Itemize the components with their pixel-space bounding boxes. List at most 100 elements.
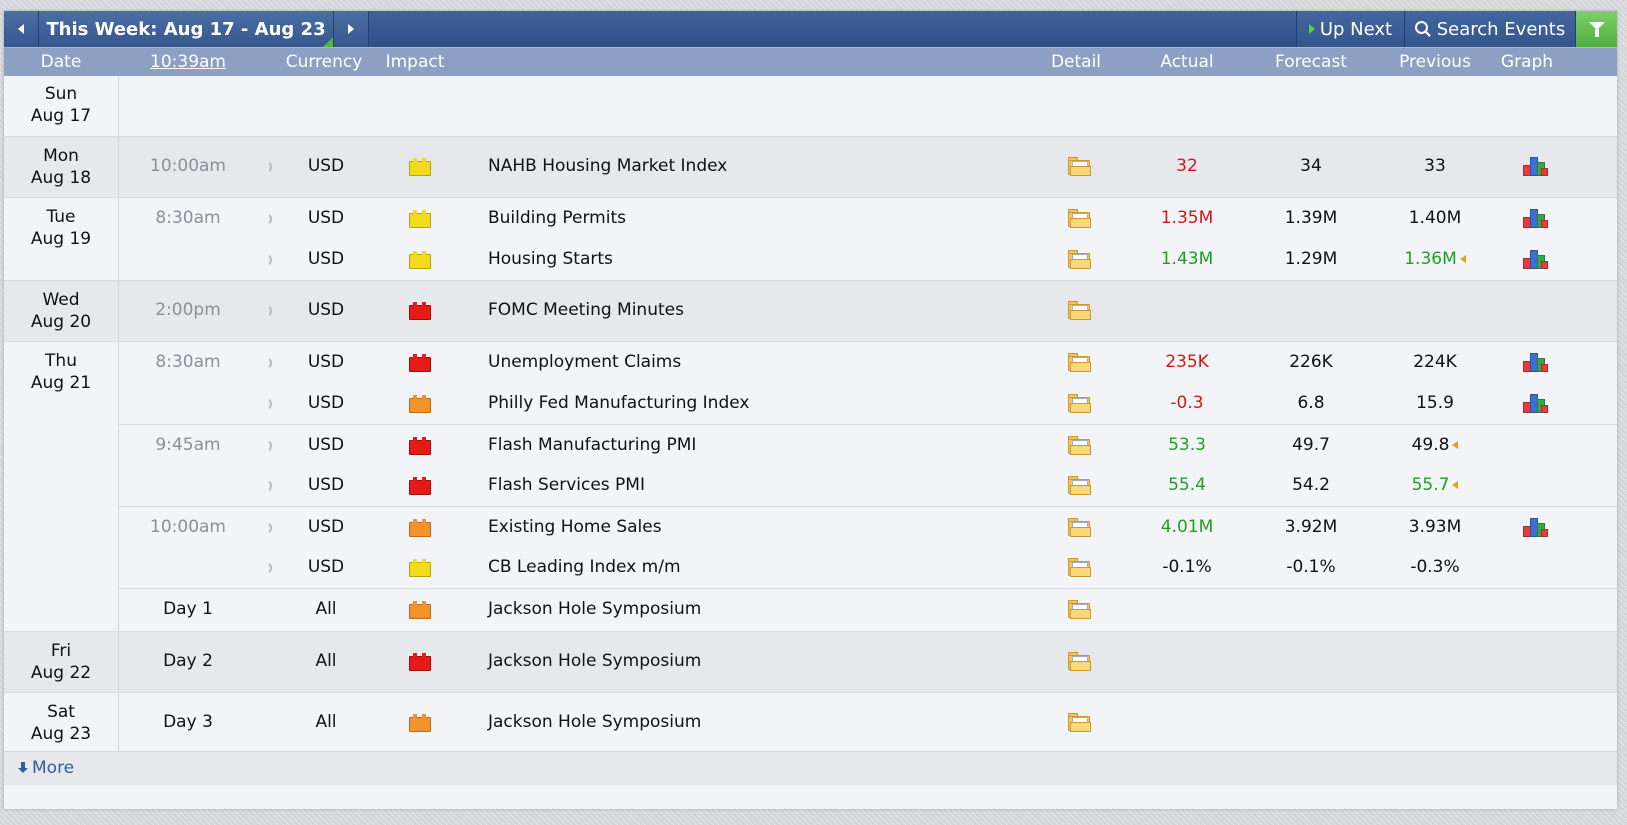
detail-cell[interactable] (1066, 146, 1094, 187)
orange-impact-icon[interactable] (409, 601, 431, 619)
graph-cell[interactable] (1515, 342, 1555, 383)
event-name[interactable]: Jackson Hole Symposium (488, 651, 702, 671)
sound-alert-cell[interactable] (258, 641, 278, 682)
bar-chart-icon[interactable] (1523, 209, 1548, 228)
folder-icon[interactable] (1068, 436, 1091, 455)
event-row[interactable]: USD Flash Services PMI 55.4 54.2 55.7 (119, 465, 1617, 506)
red-impact-icon[interactable] (409, 302, 431, 320)
red-impact-icon[interactable] (409, 354, 431, 372)
event-name[interactable]: CB Leading Index m/m (488, 557, 681, 577)
folder-icon[interactable] (1068, 558, 1091, 577)
folder-icon[interactable] (1068, 250, 1091, 269)
graph-cell[interactable] (1515, 507, 1555, 548)
detail-cell[interactable] (1066, 342, 1094, 383)
event-name[interactable]: NAHB Housing Market Index (488, 156, 728, 176)
red-impact-icon[interactable] (409, 437, 431, 455)
more-link[interactable]: More (18, 758, 74, 778)
sound-alert-cell[interactable] (258, 589, 278, 630)
event-row[interactable]: 10:00am USD Existing Home Sales 4.01M 3.92M 3… (119, 506, 1617, 548)
detail-cell[interactable] (1066, 290, 1094, 331)
bar-chart-icon[interactable] (1523, 250, 1548, 269)
filter-button[interactable] (1576, 11, 1617, 47)
folder-icon[interactable] (1068, 301, 1091, 320)
detail-cell[interactable] (1066, 383, 1094, 424)
red-impact-icon[interactable] (409, 653, 431, 671)
event-row[interactable]: Day 2 All Jackson Hole Symposium (119, 641, 1617, 682)
sound-alert-cell[interactable] (258, 465, 278, 506)
event-name[interactable]: Jackson Hole Symposium (488, 712, 702, 732)
folder-icon[interactable] (1068, 518, 1091, 537)
sound-alert-cell[interactable] (258, 290, 278, 331)
event-name[interactable]: Flash Manufacturing PMI (488, 435, 697, 455)
event-row[interactable]: USD Housing Starts 1.43M 1.29M 1.36M (119, 239, 1617, 280)
bar-chart-icon[interactable] (1523, 157, 1548, 176)
detail-cell[interactable] (1066, 702, 1094, 743)
revised-indicator-icon[interactable] (1459, 255, 1466, 263)
sound-alert-cell[interactable] (258, 342, 278, 383)
bar-chart-icon[interactable] (1523, 518, 1548, 537)
orange-impact-icon[interactable] (409, 519, 431, 537)
sound-alert-cell[interactable] (258, 239, 278, 280)
event-name[interactable]: Housing Starts (488, 249, 613, 269)
previous-week-button[interactable] (4, 11, 39, 47)
event-name[interactable]: Existing Home Sales (488, 517, 662, 537)
graph-cell[interactable] (1515, 239, 1555, 280)
event-name[interactable]: Unemployment Claims (488, 352, 682, 372)
next-week-button[interactable] (334, 11, 369, 47)
event-row[interactable]: 10:00am USD NAHB Housing Market Index 32 34 3… (119, 146, 1617, 187)
detail-cell[interactable] (1066, 507, 1094, 548)
event-row[interactable]: USD Philly Fed Manufacturing Index -0.3 6.8… (119, 383, 1617, 424)
detail-cell[interactable] (1066, 425, 1094, 466)
up-next-button[interactable]: Up Next (1296, 11, 1405, 47)
header-current-time[interactable]: 10:39am (150, 52, 226, 72)
search-events-button[interactable]: Search Events (1405, 11, 1576, 47)
folder-icon[interactable] (1068, 713, 1091, 732)
graph-cell[interactable] (1515, 146, 1555, 187)
detail-cell[interactable] (1066, 641, 1094, 682)
revised-indicator-icon[interactable] (1452, 441, 1459, 449)
event-name[interactable]: Jackson Hole Symposium (488, 599, 702, 619)
folder-icon[interactable] (1068, 652, 1091, 671)
detail-cell[interactable] (1066, 465, 1094, 506)
sound-alert-cell[interactable] (258, 425, 278, 466)
folder-icon[interactable] (1068, 600, 1091, 619)
folder-icon[interactable] (1068, 394, 1091, 413)
sound-alert-cell[interactable] (258, 507, 278, 548)
event-row[interactable]: 8:30am USD Unemployment Claims 235K 226K 224K (119, 342, 1617, 383)
event-row[interactable]: 2:00pm USD FOMC Meeting Minutes (119, 290, 1617, 331)
bar-chart-icon[interactable] (1523, 353, 1548, 372)
orange-impact-icon[interactable] (409, 395, 431, 413)
sound-alert-cell[interactable] (258, 146, 278, 187)
sound-alert-cell[interactable] (258, 383, 278, 424)
event-name[interactable]: Building Permits (488, 208, 626, 228)
folder-icon[interactable] (1068, 157, 1091, 176)
detail-cell[interactable] (1066, 547, 1094, 588)
event-row[interactable]: 8:30am USD Building Permits 1.35M 1.39M 1.40M (119, 198, 1617, 239)
event-row[interactable]: 9:45am USD Flash Manufacturing PMI 53.3 49.7… (119, 424, 1617, 466)
red-impact-icon[interactable] (409, 477, 431, 495)
detail-cell[interactable] (1066, 589, 1094, 630)
yellow-impact-icon[interactable] (409, 210, 431, 228)
yellow-impact-icon[interactable] (409, 559, 431, 577)
week-title[interactable]: This Week: Aug 17 - Aug 23 (39, 11, 334, 47)
event-name[interactable]: Philly Fed Manufacturing Index (488, 393, 750, 413)
event-name[interactable]: FOMC Meeting Minutes (488, 300, 684, 320)
sound-alert-cell[interactable] (258, 198, 278, 239)
graph-cell[interactable] (1515, 198, 1555, 239)
yellow-impact-icon[interactable] (409, 158, 431, 176)
detail-cell[interactable] (1066, 239, 1094, 280)
event-row[interactable]: Day 1 All Jackson Hole Symposium (119, 588, 1617, 630)
revised-indicator-icon[interactable] (1452, 481, 1459, 489)
event-name[interactable]: Flash Services PMI (488, 475, 645, 495)
event-row[interactable]: Day 3 All Jackson Hole Symposium (119, 702, 1617, 743)
folder-icon[interactable] (1068, 353, 1091, 372)
bar-chart-icon[interactable] (1523, 394, 1548, 413)
folder-icon[interactable] (1068, 209, 1091, 228)
event-row[interactable]: USD CB Leading Index m/m -0.1% -0.1% -0.3% (119, 547, 1617, 588)
sound-alert-cell[interactable] (258, 547, 278, 588)
detail-cell[interactable] (1066, 198, 1094, 239)
sound-alert-cell[interactable] (258, 702, 278, 743)
graph-cell[interactable] (1515, 383, 1555, 424)
folder-icon[interactable] (1068, 476, 1091, 495)
yellow-impact-icon[interactable] (409, 251, 431, 269)
